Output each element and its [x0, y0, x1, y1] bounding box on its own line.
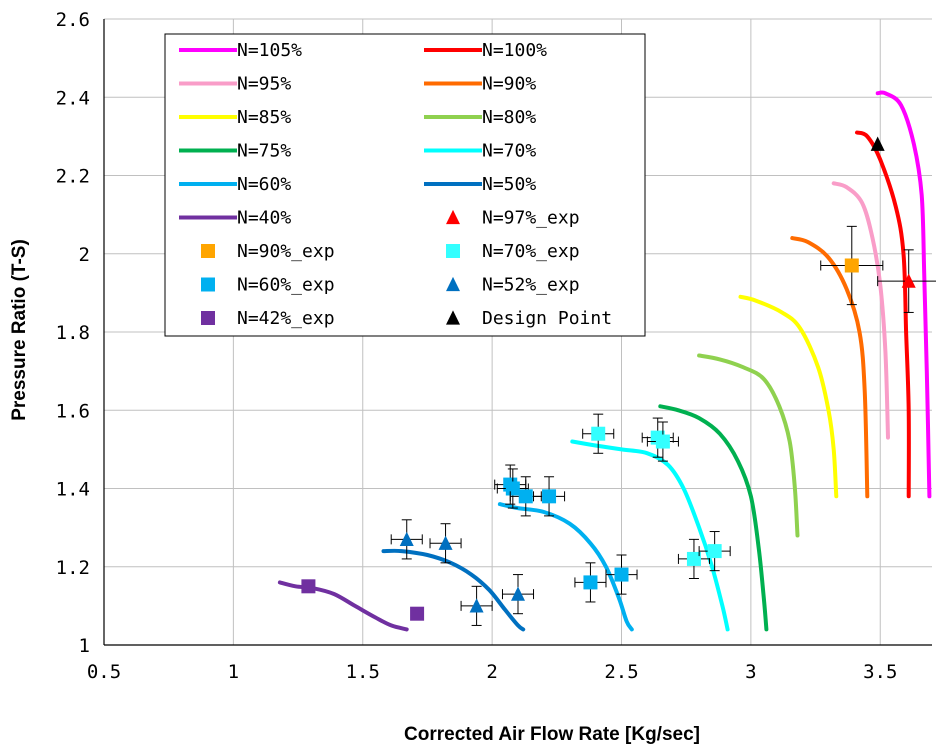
- series-line-n-85: [738, 294, 839, 499]
- y-tick-label: 2.2: [56, 166, 90, 188]
- legend-marker: [201, 277, 215, 292]
- legend-label: N=52%_exp: [482, 275, 580, 296]
- exp-point-n-60-exp: [583, 575, 598, 590]
- x-tick-label: 1.5: [346, 661, 380, 683]
- exp-point-n-42-exp: [410, 606, 425, 621]
- legend-item-n-42-exp: N=42%_exp: [201, 308, 335, 329]
- x-tick-label: 3.5: [863, 661, 897, 683]
- legend-label: N=70%_exp: [482, 241, 580, 262]
- legend-label: N=95%: [237, 74, 291, 95]
- series-line-n-90: [790, 236, 870, 499]
- legend-item-design-point: Design Point: [446, 308, 612, 329]
- legend-marker: [446, 276, 460, 292]
- legend-label: Design Point: [482, 308, 612, 329]
- exp-point-n-52-exp: [469, 598, 484, 613]
- y-tick-label: 1.6: [56, 400, 90, 422]
- legend-marker: [446, 209, 460, 225]
- legend-label: N=70%: [482, 141, 536, 162]
- x-tick-label: 1: [228, 661, 239, 683]
- legend-item-n-100: N=100%: [424, 40, 547, 61]
- y-tick-label: 1: [79, 635, 90, 657]
- x-axis-label: Corrected Air Flow Rate [Kg/sec]: [404, 724, 700, 745]
- legend-label: N=100%: [482, 40, 547, 61]
- series-line-n-60: [497, 502, 634, 632]
- legend-item-n-70: N=70%: [424, 141, 536, 162]
- exp-point-n-97-exp: [901, 273, 916, 288]
- legend-item-n-90-exp: N=90%_exp: [201, 241, 335, 262]
- exp-point-n-70-exp: [591, 426, 606, 441]
- legend-label: N=42%_exp: [237, 308, 335, 329]
- series-line-n-95: [831, 181, 890, 440]
- legend-item-n-95: N=95%: [179, 74, 291, 95]
- y-axis-label: Pressure Ratio (T-S): [9, 239, 30, 421]
- exp-point-n-70-exp: [707, 544, 722, 559]
- x-tick-label: 2: [486, 661, 497, 683]
- series-line-n-80: [697, 353, 800, 538]
- legend-item-n-85: N=85%: [179, 107, 291, 128]
- series-line-n-105: [875, 90, 932, 499]
- axes: 0.5 1 1.5 2 2.5 3 3.5 1 1.2 1.4 1.6 1.8 2 2.2 2.4 2.6: [56, 9, 932, 683]
- legend-item-n-70-exp: N=70%_exp: [446, 241, 580, 262]
- exp-point-n-60-exp: [542, 489, 557, 504]
- exp-point-n-52-exp: [511, 586, 525, 601]
- legend-label: N=60%_exp: [237, 275, 335, 296]
- legend-label: N=50%: [482, 174, 536, 195]
- legend-marker: [446, 310, 460, 325]
- legend-label: N=90%: [482, 74, 536, 95]
- legend-label: N=60%: [237, 174, 291, 195]
- exp-point-n-70-exp: [655, 434, 670, 449]
- series-line-n-75: [658, 404, 769, 632]
- exp-point-n-70-exp: [686, 551, 701, 566]
- exp-point-n-60-exp: [518, 489, 533, 504]
- experimental-points: [301, 136, 936, 626]
- exp-point-n-42-exp: [301, 579, 316, 594]
- legend: N=105% N=100% N=95% N=90% N=85% N=80% N=75% N=7…: [164, 33, 646, 337]
- legend-item-n-60: N=60%: [179, 174, 291, 195]
- exp-point-n-60-exp: [505, 481, 520, 496]
- legend-label: N=80%: [482, 107, 536, 128]
- legend-marker: [201, 311, 215, 325]
- exp-point-n-52-exp: [438, 535, 453, 550]
- legend-item-n-75: N=75%: [179, 141, 291, 162]
- legend-item-n-52-exp: N=52%_exp: [446, 275, 580, 296]
- legend-label: N=85%: [237, 107, 291, 128]
- legend-marker: [446, 244, 460, 258]
- legend-item-n-50: N=50%: [424, 174, 536, 195]
- legend-item-n-60-exp: N=60%_exp: [201, 275, 335, 296]
- y-tick-label: 2: [79, 244, 90, 266]
- legend-item-n-90: N=90%: [424, 74, 536, 95]
- legend-label: N=90%_exp: [237, 241, 335, 262]
- series-line-n-50: [381, 548, 526, 632]
- exp-point-n-60-exp: [614, 567, 629, 582]
- y-tick-label: 1.4: [56, 479, 90, 501]
- legend-item-n-80: N=80%: [424, 107, 536, 128]
- x-tick-label: 0.5: [87, 661, 121, 683]
- series-line-n-100: [855, 130, 911, 499]
- exp-point-n-90-exp: [844, 258, 859, 273]
- exp-point-design-point: [870, 136, 885, 151]
- legend-item-n-105: N=105%: [179, 40, 302, 61]
- legend-marker: [201, 244, 215, 258]
- x-tick-label: 2.5: [604, 661, 638, 683]
- series-line-n-40: [277, 580, 409, 632]
- legend-label: N=105%: [237, 40, 302, 61]
- legend-label: N=40%: [237, 208, 291, 229]
- x-tick-label: 3: [745, 661, 756, 683]
- legend-item-n-97-exp: N=97%_exp: [446, 208, 580, 229]
- y-tick-label: 1.2: [56, 557, 90, 579]
- series-lines: [277, 90, 932, 632]
- y-tick-label: 1.8: [56, 322, 90, 344]
- series-line-n-70: [570, 439, 730, 632]
- legend-box: [164, 33, 646, 337]
- legend-label: N=75%: [237, 141, 291, 162]
- y-tick-label: 2.4: [56, 87, 90, 109]
- y-tick-label: 2.6: [56, 9, 90, 31]
- legend-item-n-40: N=40%: [179, 208, 291, 229]
- legend-label: N=97%_exp: [482, 208, 580, 229]
- exp-point-n-52-exp: [399, 531, 414, 547]
